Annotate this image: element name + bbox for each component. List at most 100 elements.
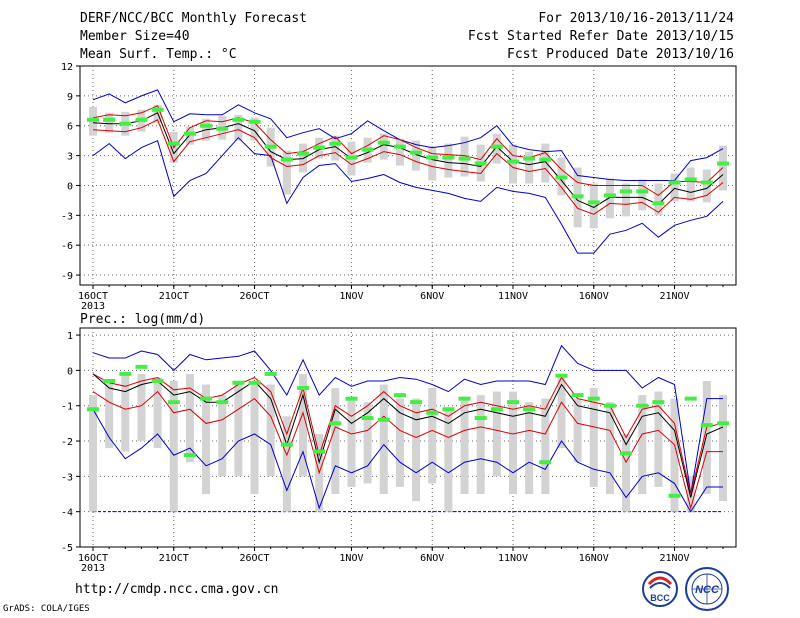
ensemble-box	[282, 150, 291, 195]
ensemble-box	[379, 384, 388, 495]
y-tick-label: -9	[61, 271, 73, 282]
ensemble-box	[282, 416, 291, 512]
member-size: Member Size=40	[80, 29, 190, 44]
y-tick-label: 6	[67, 122, 73, 133]
ensemble-box	[153, 377, 162, 449]
forecast-marker	[264, 371, 277, 376]
ensemble-box	[702, 169, 711, 203]
ensemble-box	[395, 138, 404, 166]
plot-frame	[79, 327, 737, 548]
ensemble-box	[266, 384, 275, 477]
y-tick-label: -3	[61, 472, 73, 483]
forecast-marker	[151, 107, 164, 112]
forecast-marker	[297, 151, 309, 156]
forecast-marker	[200, 396, 213, 401]
ensemble-box	[525, 402, 534, 495]
band-low-line	[92, 390, 723, 511]
forecast-marker	[183, 131, 196, 136]
forecast-marker	[555, 175, 568, 180]
y-tick-label: -1	[61, 402, 73, 413]
forecast-marker	[523, 156, 536, 161]
y-tick-label: 1	[67, 331, 73, 342]
forecast-marker	[167, 141, 180, 146]
y-tick-label: -5	[61, 543, 73, 554]
x-tick-label: 6NOV	[420, 553, 444, 564]
ensemble-box	[670, 173, 679, 202]
forecast-marker	[587, 396, 600, 401]
ensemble-box	[525, 151, 534, 184]
forecast-marker	[717, 421, 729, 426]
y-tick-label: -4	[61, 508, 73, 519]
ensemble-box	[638, 179, 647, 211]
x-tick-label: 11NOV	[498, 553, 528, 564]
x-tick-label: 21OCT	[159, 291, 189, 302]
forecast-marker	[523, 407, 536, 412]
start-date: Fcst Started Refer Date 2013/10/15	[467, 29, 734, 44]
x-tick-label: 16OCT	[78, 553, 108, 564]
forecast-marker	[232, 380, 245, 385]
ensemble-box	[589, 183, 598, 229]
ensemble-box	[250, 384, 259, 495]
ensemble-box	[89, 395, 97, 512]
forecast-marker	[248, 380, 261, 385]
forecast-marker	[183, 453, 196, 458]
ensemble-box	[460, 398, 469, 495]
mean-line	[92, 112, 724, 208]
y-tick-label: 9	[67, 92, 73, 103]
x-tick-sublabel: 2013	[81, 563, 105, 574]
ensemble-box	[331, 388, 340, 495]
forecast-marker	[458, 396, 471, 401]
forecast-marker	[103, 117, 116, 122]
x-tick-sublabel: 2013	[81, 301, 105, 312]
ensemble-box	[719, 395, 727, 502]
ncc-logo: NCC	[685, 567, 729, 611]
forecast-marker	[329, 421, 342, 426]
forecast-period: For 2013/10/16-2013/11/24	[538, 11, 734, 26]
ensemble-box	[169, 380, 178, 512]
ensemble-box	[541, 398, 550, 495]
ensemble-box	[589, 388, 598, 487]
ensemble-box	[218, 395, 227, 477]
forecast-marker	[87, 117, 99, 122]
ensemble-box	[541, 143, 550, 183]
ensemble-box	[509, 144, 517, 184]
y-tick-label: 0	[67, 366, 73, 377]
forecast-marker	[555, 373, 568, 378]
forecast-marker	[684, 396, 697, 401]
ensemble-box	[299, 373, 307, 477]
x-tick-label: 21NOV	[659, 553, 689, 564]
forecast-marker	[248, 119, 261, 124]
forecast-marker	[636, 189, 649, 194]
ensemble-box	[476, 395, 485, 495]
x-tick-label: 21OCT	[159, 553, 189, 564]
ensemble-box	[557, 377, 566, 449]
forecast-marker	[507, 400, 519, 405]
ensemble-box	[702, 380, 711, 495]
x-tick-label: 1NOV	[339, 553, 363, 564]
forecast-marker	[652, 400, 665, 405]
ensemble-box	[428, 388, 437, 484]
forecast-marker	[700, 180, 713, 185]
y-tick-label: -2	[61, 437, 73, 448]
produced-date: Fcst Produced Date 2013/10/16	[507, 47, 734, 62]
band-high-line	[92, 373, 724, 495]
max-line	[92, 344, 723, 495]
forecast-marker	[426, 155, 439, 160]
forecast-marker	[507, 159, 519, 164]
forecast-marker	[313, 145, 326, 150]
x-tick-label: 6NOV	[420, 291, 444, 302]
forecast-marker	[668, 493, 681, 498]
source-url[interactable]: http://cmdp.ncc.cma.gov.cn	[75, 582, 279, 597]
forecast-marker	[652, 201, 665, 206]
forecast-marker	[329, 141, 342, 146]
ensemble-box	[444, 409, 453, 512]
ensemble-box	[444, 143, 453, 178]
forecast-marker	[345, 396, 358, 401]
ensemble-box	[395, 398, 404, 487]
x-tick-label: 16NOV	[579, 291, 609, 302]
forecast-marker	[426, 410, 439, 415]
plot-frame	[79, 65, 737, 286]
x-tick-label: 16OCT	[78, 291, 108, 302]
ensemble-box	[105, 112, 114, 133]
ensemble-box	[105, 380, 114, 449]
